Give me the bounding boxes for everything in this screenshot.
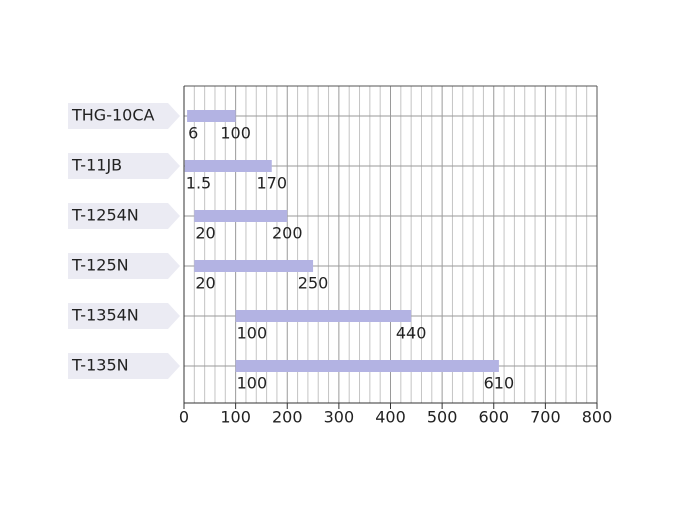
high-label: 610 [484, 374, 515, 393]
low-label: 20 [195, 224, 215, 243]
x-tick-label: 300 [324, 408, 355, 427]
category-tab [68, 253, 180, 279]
x-tick-label: 200 [272, 408, 303, 427]
x-tick-label: 700 [530, 408, 561, 427]
high-label: 200 [272, 224, 303, 243]
category-label: T-125N [71, 256, 129, 275]
category-label: T-11JB [71, 156, 122, 175]
bar [235, 310, 412, 322]
category-label: T-1254N [71, 206, 139, 225]
bar [184, 160, 272, 172]
x-tick-label: 400 [375, 408, 406, 427]
bar [194, 260, 314, 272]
high-label: 100 [220, 124, 251, 143]
category-tab [68, 353, 180, 379]
category-label: THG-10CA [71, 106, 155, 125]
category-tab [68, 103, 180, 129]
low-label: 1.5 [186, 174, 211, 193]
category-tab [68, 203, 180, 229]
category-label: T-135N [71, 356, 129, 375]
high-label: 170 [256, 174, 287, 193]
x-tick-label: 100 [220, 408, 251, 427]
high-label: 440 [396, 324, 427, 343]
category-label: T-1354N [71, 306, 139, 325]
x-tick-label: 0 [179, 408, 189, 427]
category-tab [68, 303, 180, 329]
low-label: 100 [237, 374, 268, 393]
high-label: 250 [298, 274, 329, 293]
low-label: 6 [188, 124, 198, 143]
low-label: 100 [237, 324, 268, 343]
bar [187, 110, 236, 122]
x-tick-label: 800 [582, 408, 613, 427]
x-tick-label: 600 [478, 408, 509, 427]
bar [235, 360, 499, 372]
category-tab [68, 153, 180, 179]
low-label: 20 [195, 274, 215, 293]
x-tick-label: 500 [427, 408, 458, 427]
bar [194, 210, 288, 222]
